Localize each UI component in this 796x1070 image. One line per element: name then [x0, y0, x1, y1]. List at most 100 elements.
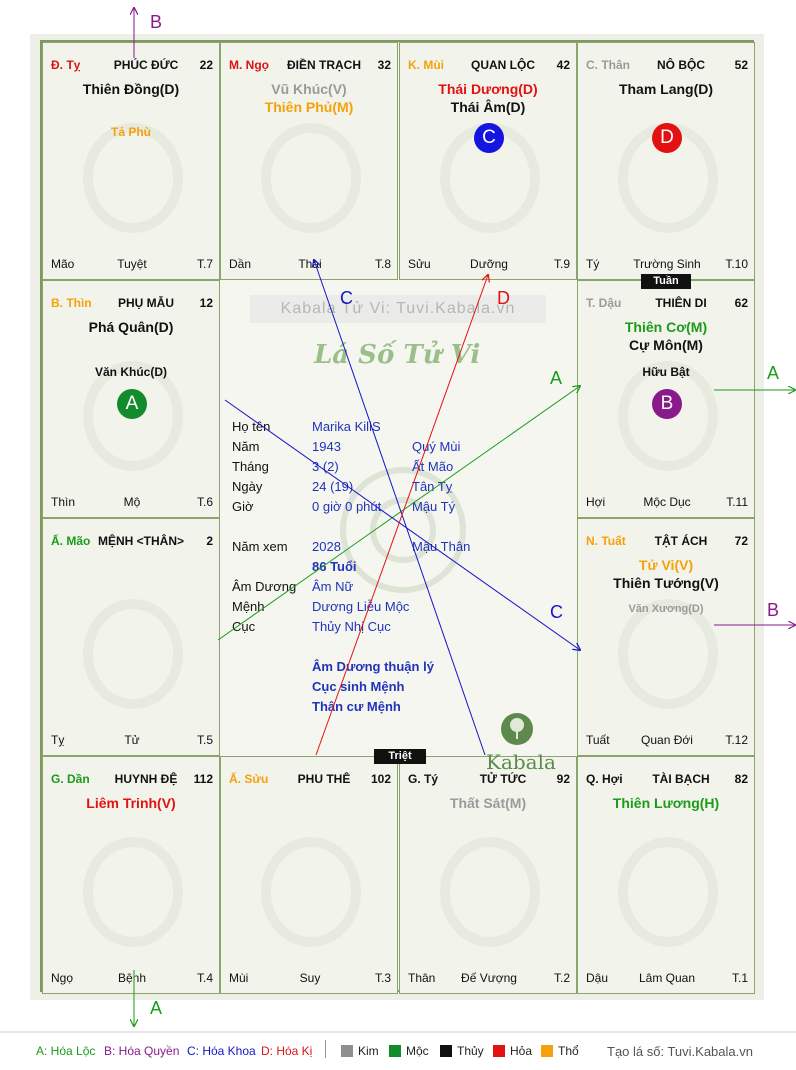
main-star: Tử Vi(V) — [638, 557, 694, 573]
main-star: Phá Quân(D) — [88, 319, 174, 335]
foot-month: T.11 — [726, 495, 748, 509]
legend-tho: Thổ — [541, 1044, 579, 1058]
minor-star: Văn Xương(D) — [628, 603, 704, 615]
foot-phase: Thai — [298, 257, 322, 271]
hoa-ki-badge: D — [652, 123, 682, 153]
main-star: Tham Lang(D) — [618, 81, 714, 97]
second-star: Thái Âm(D) — [450, 99, 526, 115]
palace-number: 12 — [199, 296, 213, 310]
arrow-label-d: D — [497, 288, 510, 308]
legend-hoa-loc: A: Hóa Lộc — [36, 1044, 96, 1058]
branch-label: G. Tý — [408, 772, 439, 786]
legend-moc-label: Mộc — [406, 1044, 429, 1058]
branch-label: Đ. Tỵ — [51, 58, 81, 72]
palace-number: 32 — [377, 58, 391, 72]
chart-logo-text: Lá Số Tử Vi — [314, 340, 481, 370]
foot-branch: Ngọ — [51, 971, 74, 985]
info-value-year: 1943 — [312, 439, 341, 454]
legend-hoa-quyen: B: Hóa Quyền — [104, 1044, 180, 1058]
legend-kim: Kim — [341, 1044, 379, 1058]
horse-watermark-icon — [261, 123, 361, 233]
foot-month: T.7 — [196, 257, 213, 271]
center-info-panel: Kabala Tử Vi: Tuvi.Kabala.vn Lá Số Tử Vi… — [220, 280, 577, 774]
palace-name: TÀI BẠCH — [652, 772, 710, 786]
info-label-menh: Mệnh — [232, 599, 265, 614]
minor-star: Hữu Bật — [642, 365, 690, 379]
tuan-tag: Tuần — [641, 274, 691, 289]
branch-label: B. Thìn — [51, 296, 92, 310]
arrow-label-a-bottom: A — [150, 998, 163, 1018]
hoa-quyen-badge: B — [652, 389, 682, 419]
foot-branch: Tỵ — [51, 733, 65, 747]
minor-star: Tả Phù — [110, 125, 151, 139]
foot-phase: Tuyệt — [117, 257, 147, 271]
foot-month: T.8 — [374, 257, 391, 271]
foot-phase: Mộc Dục — [643, 495, 691, 509]
branch-label: Q. Hợi — [586, 772, 623, 786]
info-label-year: Năm — [232, 439, 260, 454]
palace-name: MỆNH <THÂN> — [97, 534, 184, 548]
foot-phase: Suy — [299, 971, 321, 985]
info-label-cuc: Cục — [232, 619, 256, 634]
note-cuc: Cục sinh Mệnh — [312, 679, 405, 694]
legend-hoa-khoa: C: Hóa Khoa — [187, 1044, 256, 1058]
arrow-label-b-right: B — [767, 600, 780, 620]
foot-branch: Tuất — [586, 733, 610, 747]
arrow-label-c-right: C — [550, 602, 563, 622]
kabala-tree-logo-icon — [501, 713, 533, 745]
snake-watermark-icon — [83, 123, 183, 233]
foot-month: T.4 — [196, 971, 213, 985]
info-canchi-day: Tân Tỵ — [412, 479, 453, 494]
legend-thuy-label: Thủy — [457, 1044, 484, 1058]
legend-kim-label: Kim — [358, 1044, 379, 1058]
palace-name: PHU THÊ — [297, 772, 351, 786]
branch-label: K. Mùi — [408, 58, 444, 72]
legend-tho-label: Thổ — [558, 1044, 579, 1058]
palace-suu: Ấ. Sửu PHU THÊ 102 Mùi Suy T.3 — [220, 756, 398, 994]
second-star: Cự Môn(M) — [629, 337, 703, 353]
palace-ngo: M. Ngọ ĐIỀN TRẠCH 32 Vũ Khúc(V) Thiên Ph… — [220, 42, 398, 280]
info-canchi-year-view: Mậu Thân — [412, 539, 471, 554]
foot-phase: Bệnh — [117, 971, 147, 985]
palace-number: 82 — [734, 772, 748, 786]
foot-branch: Dậu — [586, 971, 609, 985]
hoa-swatch-icon — [493, 1045, 505, 1057]
hoa-khoa-badge: C — [474, 123, 504, 153]
palace-number: 92 — [556, 772, 570, 786]
note-than: Thân cư Mệnh — [312, 699, 401, 714]
palace-number: 42 — [556, 58, 570, 72]
info-value-menh: Dương Liễu Mộc — [312, 599, 410, 614]
branch-label: T. Dậu — [586, 296, 622, 310]
palace-name: QUAN LỘC — [471, 58, 535, 72]
buffalo-watermark-icon — [261, 837, 361, 947]
arrow-label-a-right: A — [767, 363, 780, 383]
foot-phase: Tử — [124, 733, 140, 747]
foot-branch: Hợi — [586, 495, 606, 509]
dragon-watermark-icon — [83, 361, 183, 471]
branch-label: Ấ. Sửu — [229, 772, 269, 786]
second-star: Thiên Tướng(V) — [613, 575, 719, 591]
foot-month: T.9 — [553, 257, 570, 271]
palace-dau: T. Dậu THIÊN DI 62 Thiên Cơ(M) Cự Môn(M)… — [577, 280, 755, 518]
palace-number: 112 — [193, 772, 213, 786]
palace-mao-menh: Ấ. Mão MỆNH <THÂN> 2 Tỵ Tử T.5 — [42, 518, 220, 756]
arrow-label-c-top: C — [340, 288, 353, 308]
legend-hoa-label: Hỏa — [510, 1044, 533, 1058]
legend-hoa: Hỏa — [493, 1044, 532, 1058]
kim-swatch-icon — [341, 1045, 353, 1057]
foot-phase: Mộ — [123, 495, 141, 509]
horoscope-chart: Đ. Tỵ PHÚC ĐỨC 22 Thiên Đồng(D) Tả Phù M… — [40, 40, 755, 994]
rat-watermark-icon — [440, 837, 540, 947]
pig-watermark-icon — [618, 837, 718, 947]
palace-than: C. Thân NÔ BỘC 52 Tham Lang(D) D Tý Trườ… — [577, 42, 755, 280]
palace-name: PHÚC ĐỨC — [113, 58, 179, 72]
branch-label: G. Dần — [51, 772, 90, 786]
palace-number: 22 — [199, 58, 213, 72]
palace-dan: G. Dần HUYNH ĐỆ 112 Liêm Trinh(V) Ngọ Bệ… — [42, 756, 220, 994]
legend-site-link[interactable]: Tạo lá số: Tuvi.Kabala.vn — [607, 1044, 753, 1059]
info-value-month: 3 (2) — [312, 459, 339, 474]
palace-name: TỬ TỨC — [479, 772, 527, 786]
main-star: Vũ Khúc(V) — [271, 81, 347, 97]
branch-label: N. Tuất — [586, 534, 626, 548]
foot-phase: Lâm Quan — [638, 971, 696, 985]
